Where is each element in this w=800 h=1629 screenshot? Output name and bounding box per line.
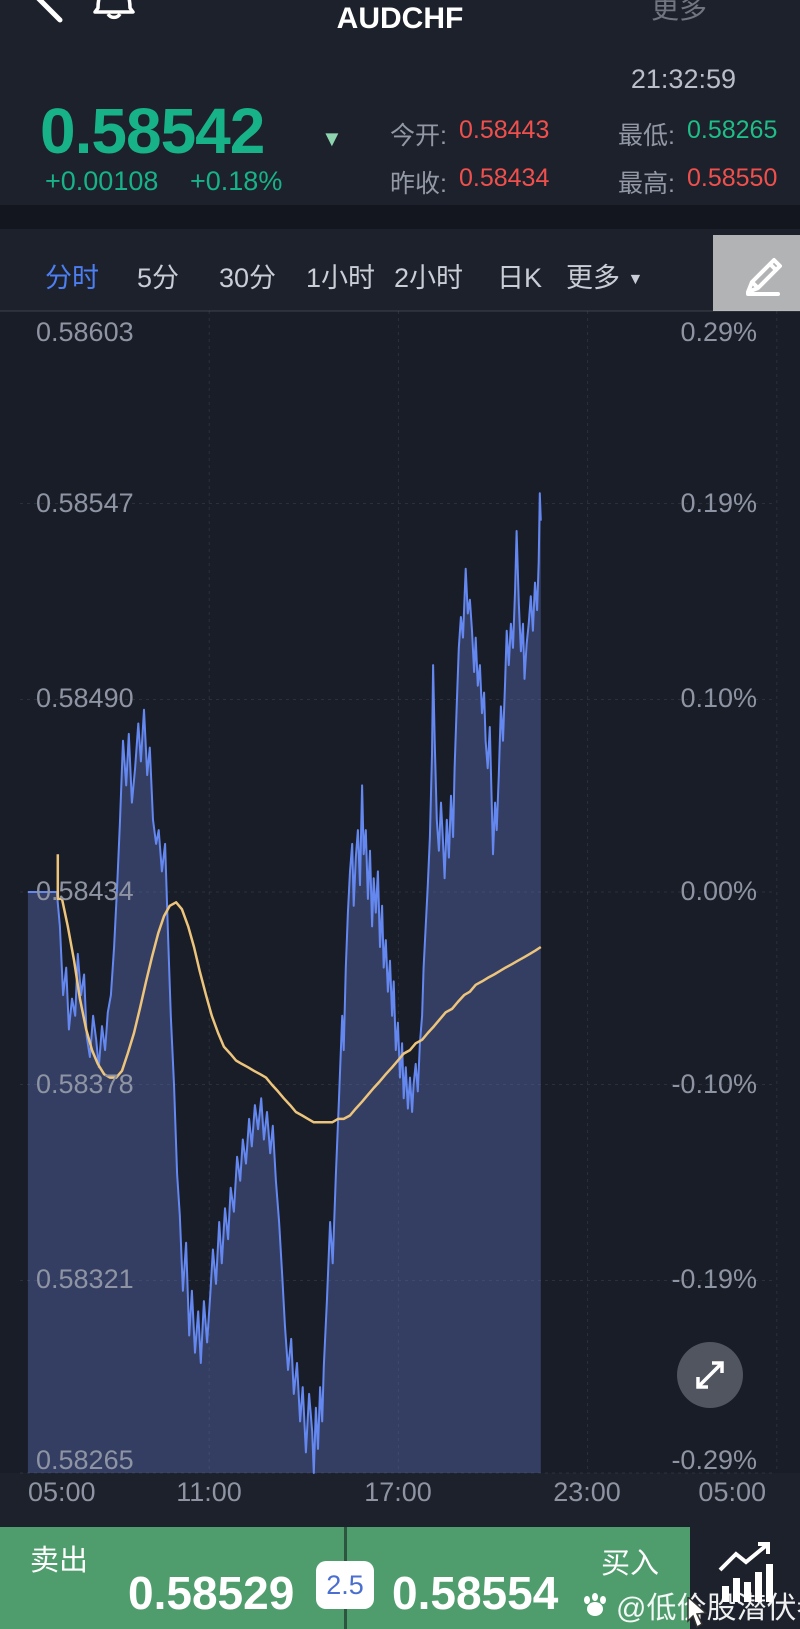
expand-icon <box>696 1361 724 1389</box>
last-price: 0.58542 <box>40 95 265 167</box>
y-axis-percent-label: 0.00% <box>680 876 757 906</box>
y-axis-percent-label: 0.10% <box>680 683 757 714</box>
price-direction-icon: ▼ <box>321 126 343 151</box>
y-axis-price-label: 0.58490 <box>36 683 134 714</box>
buy-label: 买入 <box>601 1548 660 1580</box>
y-axis-percent-label: -0.29% <box>671 1445 757 1475</box>
y-axis-price-label: 0.58378 <box>36 1068 134 1099</box>
y-axis-percent-label: 0.19% <box>680 487 757 518</box>
tab-2hour[interactable]: 2小时 <box>394 263 464 293</box>
x-axis-time-label: 23:00 <box>553 1477 621 1507</box>
stat-open-value: 0.58443 <box>459 116 550 144</box>
section-divider <box>0 205 800 229</box>
tab-5min[interactable]: 5分 <box>137 263 180 293</box>
price-change-pct: +0.18% <box>190 166 283 196</box>
tab-more[interactable]: 更多 ▼ <box>566 263 644 293</box>
x-axis-time-label: 05:00 <box>28 1477 96 1507</box>
bar-chart-icon <box>718 1542 773 1602</box>
tab-daily[interactable]: 日K <box>497 263 543 293</box>
watermark: @低价股潜伏者 <box>581 1583 800 1627</box>
mouse-cursor <box>687 1597 708 1629</box>
stat-prevclose-label: 昨收: <box>390 170 447 198</box>
quote-time: 21:32:59 <box>630 64 736 94</box>
depth-chart-button[interactable] <box>690 1527 800 1629</box>
paw-icon <box>584 1593 606 1616</box>
y-axis-price-label: 0.58547 <box>36 487 134 518</box>
stat-low-value: 0.58265 <box>687 116 778 144</box>
buy-price: 0.58554 <box>392 1567 559 1619</box>
tab-30min[interactable]: 30分 <box>219 263 277 293</box>
tab-1hour[interactable]: 1小时 <box>306 263 376 293</box>
spread-badge: 2.5 <box>316 1561 374 1609</box>
stat-high-value: 0.58550 <box>687 164 778 192</box>
back-icon[interactable] <box>24 0 66 24</box>
price-change: +0.00108 <box>45 166 159 196</box>
stat-prevclose-value: 0.58434 <box>459 164 550 192</box>
chevron-down-icon: ▼ <box>627 271 644 288</box>
watermark-text: @低价股潜伏者 <box>616 1592 800 1625</box>
y-axis-percent-label: -0.10% <box>671 1068 757 1099</box>
y-axis-percent-label: -0.19% <box>671 1264 757 1295</box>
y-axis-percent-label: 0.29% <box>680 317 757 347</box>
stat-low-label: 最低: <box>618 122 675 150</box>
pencil-icon <box>745 258 782 296</box>
y-axis-price-label: 0.58603 <box>36 317 134 347</box>
sell-button[interactable]: 卖出 0.58529 <box>0 1527 344 1629</box>
y-axis-price-label: 0.58434 <box>36 876 134 906</box>
x-axis-time-label: 11:00 <box>176 1477 242 1507</box>
bell-icon[interactable] <box>92 0 138 20</box>
y-axis-price-label: 0.58265 <box>36 1445 134 1475</box>
x-axis-time-label: 05:00 <box>698 1477 766 1507</box>
tab-minute[interactable]: 分时 <box>45 263 99 293</box>
buy-button[interactable]: 0.58554 买入 <box>347 1527 690 1629</box>
fullscreen-button[interactable] <box>677 1342 743 1408</box>
page-title: AUDCHF <box>336 2 464 35</box>
sell-price: 0.58529 <box>128 1567 295 1619</box>
stat-high-label: 最高: <box>618 170 675 198</box>
x-axis-time-label: 17:00 <box>364 1477 432 1507</box>
draw-tool-button[interactable] <box>713 235 800 313</box>
stat-open-label: 今开: <box>390 122 447 150</box>
header-more-button[interactable]: 更多 <box>651 0 708 24</box>
sell-label: 卖出 <box>30 1545 89 1577</box>
y-axis-price-label: 0.58321 <box>36 1264 134 1295</box>
